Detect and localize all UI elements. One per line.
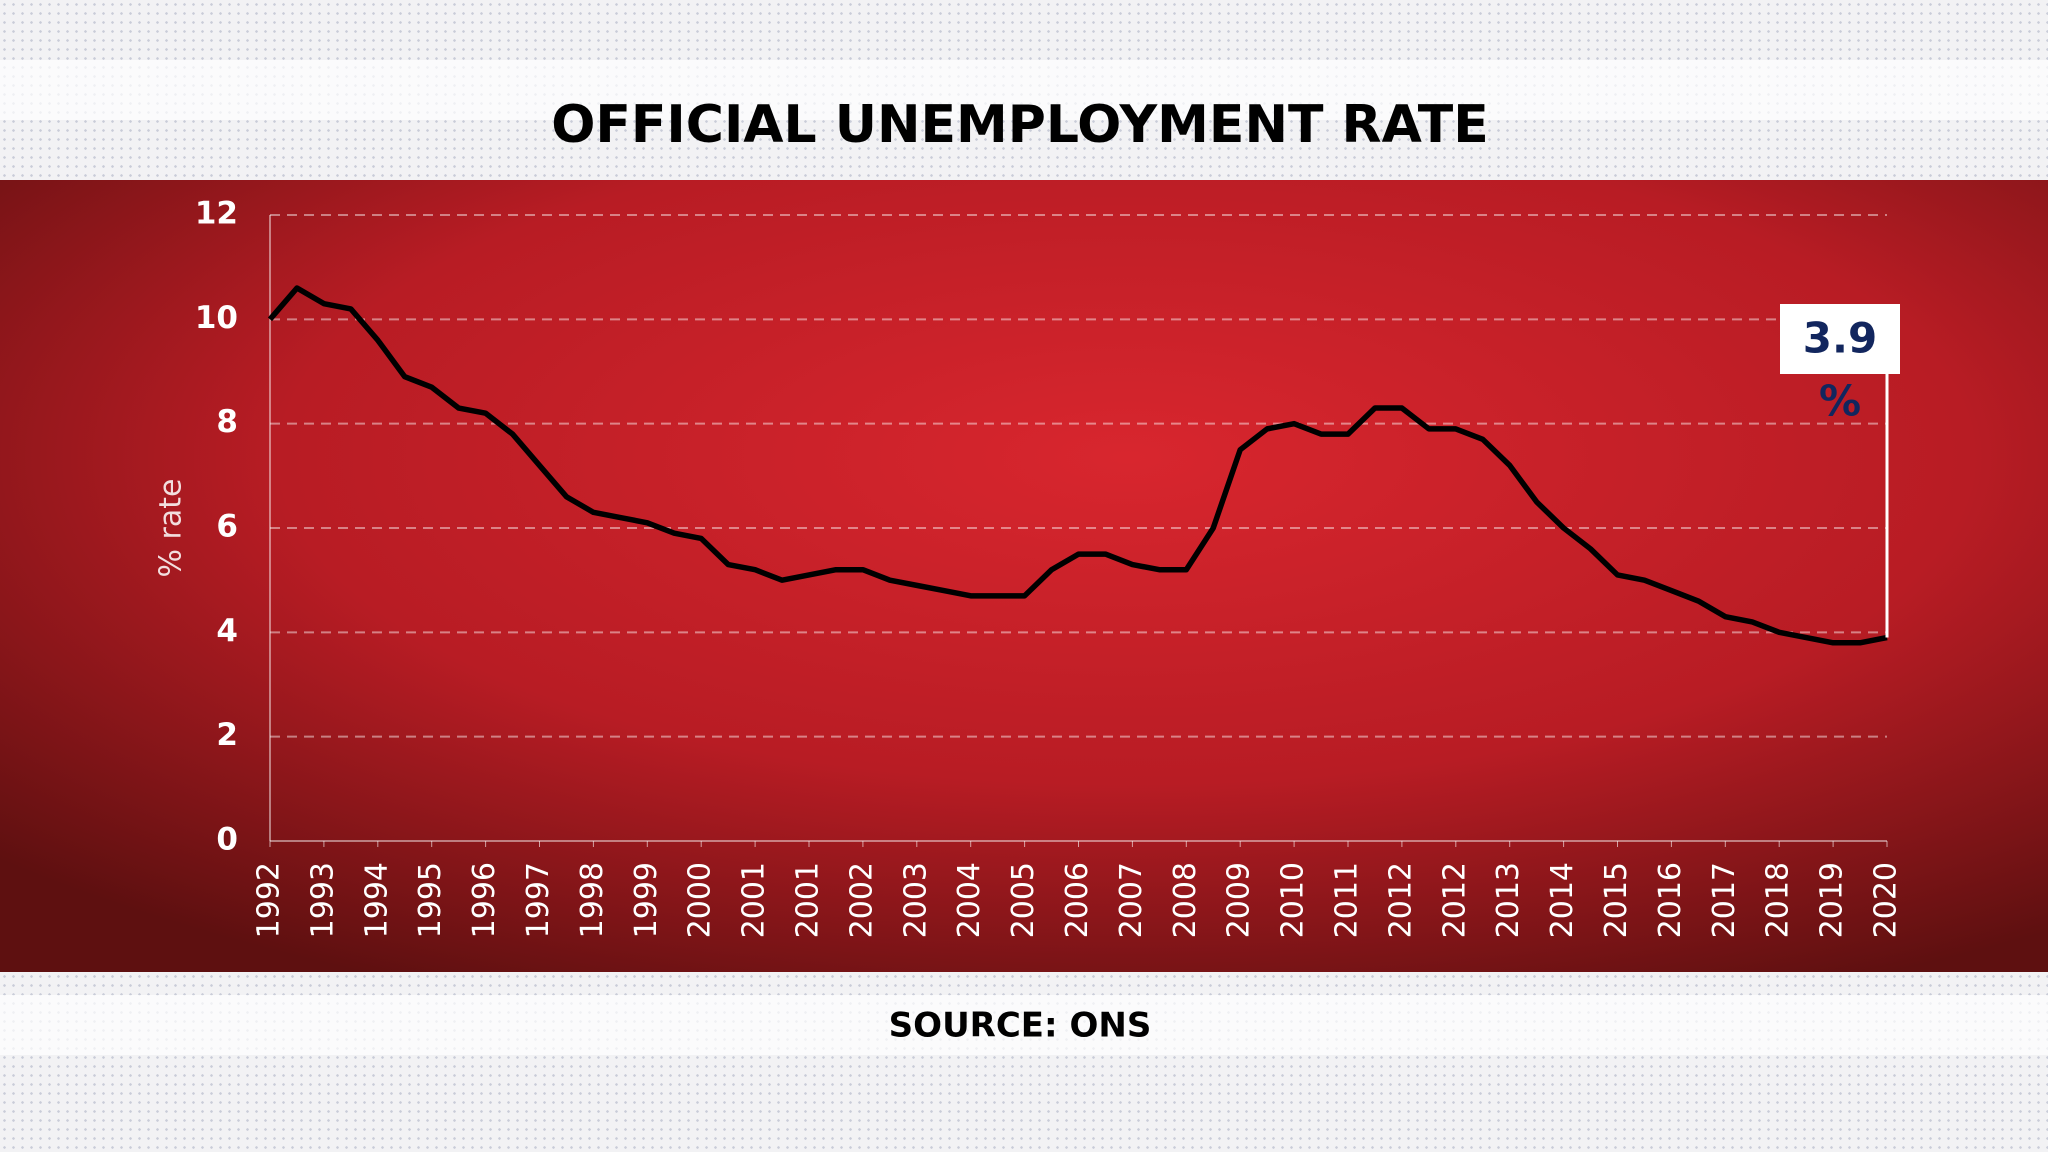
x-tick-label: 2009 bbox=[1222, 862, 1257, 938]
x-tick-label: 2004 bbox=[952, 862, 987, 938]
plot-band bbox=[0, 180, 2048, 972]
x-tick-label: 1992 bbox=[252, 862, 287, 938]
y-tick-label: 12 bbox=[195, 196, 238, 232]
callout-box bbox=[1780, 304, 1900, 374]
x-tick-label: 2012 bbox=[1383, 862, 1418, 938]
x-tick-label: 1993 bbox=[305, 862, 340, 938]
source-band bbox=[0, 995, 2048, 1055]
chart-title: OFFICIAL UNEMPLOYMENT RATE bbox=[551, 95, 1489, 155]
x-tick-label: 2007 bbox=[1114, 862, 1149, 938]
source: SOURCE: ONS bbox=[889, 1006, 1152, 1046]
x-tick-label: 2017 bbox=[1707, 862, 1742, 938]
y-tick-label: 0 bbox=[216, 822, 238, 858]
x-tick-label: 1995 bbox=[413, 862, 448, 938]
x-tick-label: 2018 bbox=[1761, 862, 1796, 938]
x-tick-label: 2011 bbox=[1330, 862, 1365, 938]
x-tick-label: 2000 bbox=[683, 862, 718, 938]
x-tick-label: 2012 bbox=[1437, 862, 1472, 938]
callout-value: 3.9 bbox=[1803, 314, 1877, 363]
x-tick-label: 2008 bbox=[1168, 862, 1203, 938]
x-tick-label: 2016 bbox=[1653, 862, 1688, 938]
x-tick-label: 2010 bbox=[1276, 862, 1311, 938]
x-tick-label: 2001 bbox=[737, 862, 772, 938]
x-tick-label: 2020 bbox=[1869, 862, 1904, 938]
y-tick-label: 2 bbox=[216, 717, 238, 753]
x-tick-label: 2003 bbox=[898, 862, 933, 938]
x-tick-label: 2019 bbox=[1815, 862, 1850, 938]
x-tick-label: 1999 bbox=[629, 862, 664, 938]
x-tick-label: 1996 bbox=[467, 862, 502, 938]
x-tick-label: 1997 bbox=[521, 862, 556, 938]
title-band bbox=[0, 60, 2048, 120]
y-tick-label: 4 bbox=[216, 613, 238, 649]
y-tick-label: 6 bbox=[216, 509, 238, 545]
x-tick-label: 1994 bbox=[359, 862, 394, 938]
x-tick-label: 2005 bbox=[1006, 862, 1041, 938]
x-tick-label: 2006 bbox=[1060, 862, 1095, 938]
x-tick-label: 2014 bbox=[1545, 862, 1580, 938]
x-tick-label: 2015 bbox=[1599, 862, 1634, 938]
x-tick-label: 2002 bbox=[844, 862, 879, 938]
x-tick-label: 2001 bbox=[791, 862, 826, 938]
callout-unit: % bbox=[1819, 377, 1861, 426]
y-axis-label: % rate bbox=[154, 479, 189, 578]
data-line bbox=[267, 285, 1888, 646]
x-tick-label: 2013 bbox=[1491, 862, 1526, 938]
x-tick-label: 1998 bbox=[575, 862, 610, 938]
y-tick-label: 10 bbox=[195, 300, 238, 336]
y-tick-label: 8 bbox=[216, 404, 238, 440]
